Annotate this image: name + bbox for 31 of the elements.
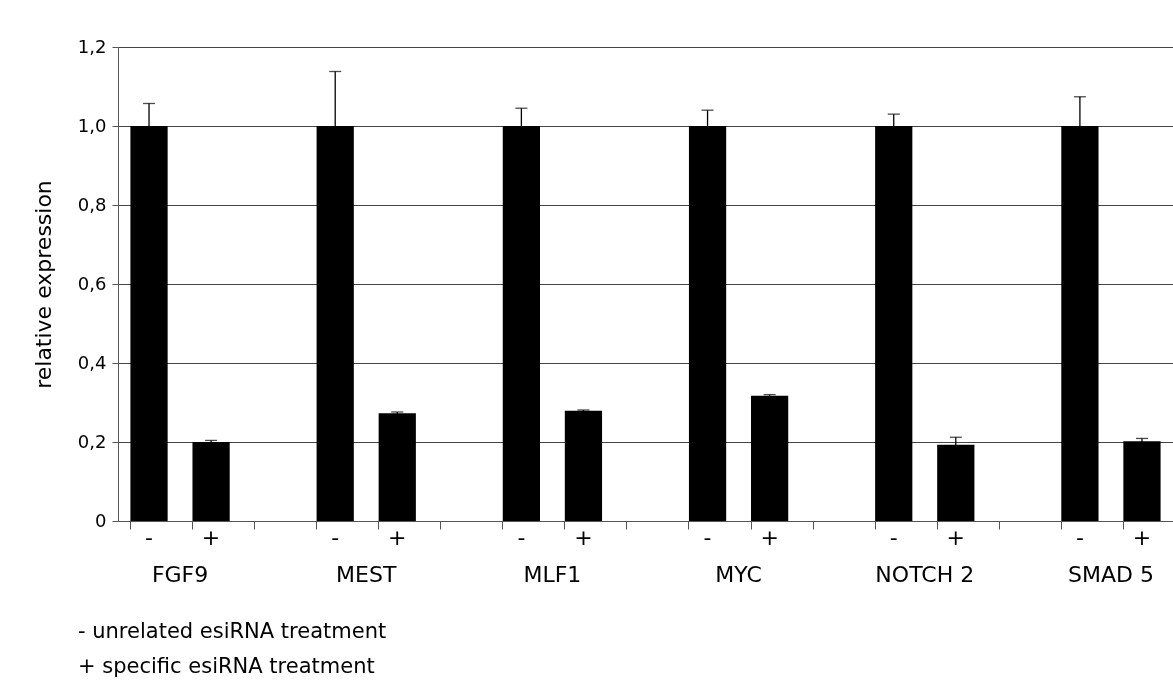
y-tick-label: 1,0 (77, 114, 107, 136)
x-tick-label: - (703, 524, 712, 550)
x-tick-label: + (1132, 524, 1152, 550)
bar (564, 410, 603, 521)
x-tick-label: + (760, 524, 779, 550)
text: MYC (715, 562, 762, 587)
text: MEST (336, 562, 397, 587)
text: - unrelated esiRNA treatment (78, 619, 387, 643)
text: + specific esiRNA treatment (78, 654, 375, 678)
text: NOTCH 2 (875, 562, 975, 587)
y-tick-label: 0,2 (77, 430, 107, 452)
x-tick-label: + (201, 524, 221, 550)
x-tick-label: - (145, 524, 154, 550)
y-tick-label: 0,4 (77, 351, 107, 373)
y-axis-title: relative expression (30, 180, 56, 389)
x-tick-label: - (889, 524, 898, 550)
bar (378, 413, 416, 521)
y-tick-label: 0 (95, 509, 107, 531)
x-tick-label: + (388, 524, 407, 550)
y-tick-label: 0,8 (77, 193, 107, 215)
bar (751, 395, 789, 521)
x-tick-label: - (517, 524, 526, 550)
x-tick-label: - (1075, 524, 1084, 550)
y-tick-label: 0,6 (77, 272, 107, 294)
x-tick-label: + (946, 524, 966, 550)
x-tick-label: + (574, 524, 593, 550)
y-tick-label: 1,2 (77, 35, 107, 57)
text: FGF9 (151, 562, 209, 587)
text: SMAD 5 (1067, 562, 1154, 587)
text: MLF1 (523, 562, 582, 587)
x-tick-label: - (331, 524, 340, 550)
